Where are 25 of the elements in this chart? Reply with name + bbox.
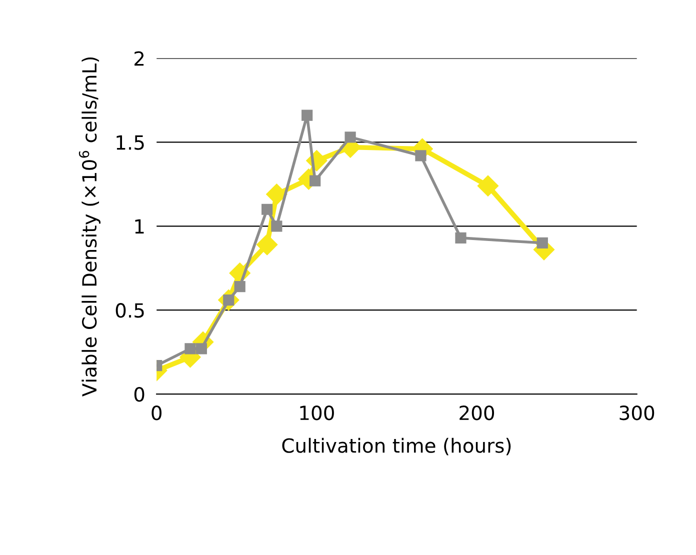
x-tick-label: 100 — [300, 406, 334, 420]
y-tick-label: 2 — [134, 51, 144, 66]
point — [256, 234, 278, 256]
point — [271, 220, 282, 232]
point — [477, 175, 498, 196]
point — [415, 150, 426, 162]
x-tick-label: 200 — [460, 406, 494, 420]
point — [536, 237, 548, 249]
y-tick-label: 0.5 — [116, 303, 144, 318]
x-tick-label: 0 — [152, 406, 162, 420]
x-tick-label: 300 — [620, 406, 654, 420]
point — [184, 343, 196, 354]
point — [344, 132, 356, 143]
x-axis-title: Cultivation time (hours) — [282, 438, 511, 456]
point — [266, 184, 288, 205]
y-tick-label: 1 — [135, 219, 144, 234]
point — [302, 110, 313, 121]
y-tick-label: 1.5 — [116, 135, 144, 150]
y-tick-label: 0 — [134, 387, 144, 402]
point — [310, 175, 321, 186]
point — [196, 343, 207, 354]
y-axis-title: Viable Cell Density (×10$^{6}$ cells/mL) — [78, 57, 100, 396]
point — [234, 281, 246, 292]
point — [455, 232, 466, 244]
point — [262, 204, 273, 215]
